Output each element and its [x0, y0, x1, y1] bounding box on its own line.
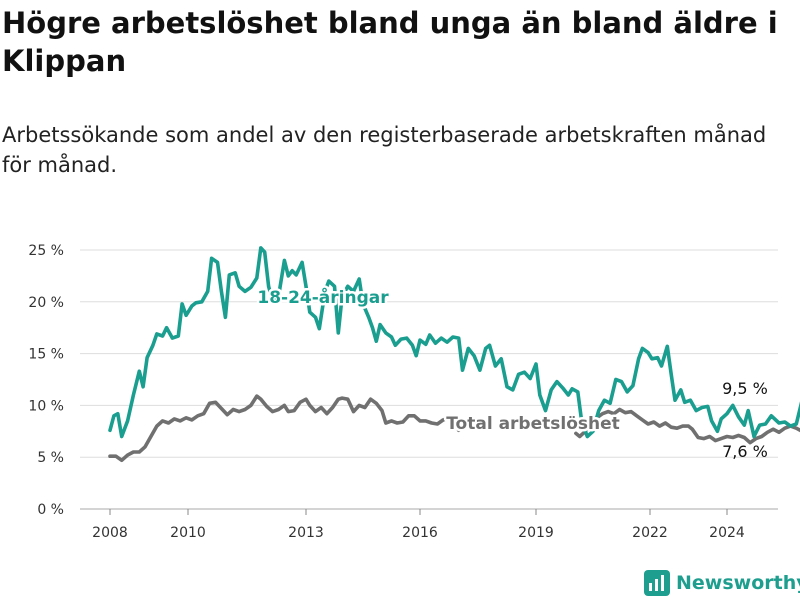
y-tick-label: 20 %	[28, 295, 64, 311]
x-tick-label: 2008	[92, 525, 128, 541]
x-tick-label: 2019	[518, 525, 554, 541]
series-line-18-24	[108, 246, 800, 439]
y-tick-label: 10 %	[28, 398, 64, 414]
series-labels: 9,5 % 7,6 % 18-24-åringar Total arbetslöshe…	[255, 284, 768, 462]
y-axis-ticks: 0 % 5 % 10 % 15 % 20 % 25 %	[28, 243, 64, 518]
x-tick-label: 2022	[632, 525, 668, 541]
x-axis-ticks: 2008 2010 2013 2016 2019 2022 2024	[92, 509, 745, 541]
series-annotation-18-24: 18-24-åringar	[257, 286, 389, 308]
chart-title: Högre arbetslöshet bland unga än bland ä…	[2, 6, 778, 78]
x-tick-label: 2024	[709, 525, 745, 541]
x-tick-label: 2016	[402, 525, 438, 541]
series-annotation-total: Total arbetslöshet	[446, 414, 620, 434]
y-tick-label: 15 %	[28, 347, 64, 363]
y-tick-label: 0 %	[37, 502, 64, 518]
series-line-total	[108, 394, 467, 463]
chart-subtitle: Arbetssökande som andel av den registerb…	[2, 123, 767, 177]
end-label-total: 7,6 %	[722, 442, 768, 461]
y-tick-label: 25 %	[28, 243, 64, 259]
x-tick-label: 2010	[170, 525, 206, 541]
series-lines	[108, 246, 800, 463]
x-tick-label: 2013	[288, 525, 324, 541]
newsworthy-logo: Newsworthy	[644, 568, 800, 598]
series-line-total-continued	[574, 407, 800, 445]
brand-name: Newsworthy	[676, 572, 800, 594]
y-tick-label: 5 %	[37, 450, 64, 466]
end-label-18-24: 9,5 %	[722, 379, 768, 398]
newsworthy-logo-icon	[644, 570, 670, 596]
